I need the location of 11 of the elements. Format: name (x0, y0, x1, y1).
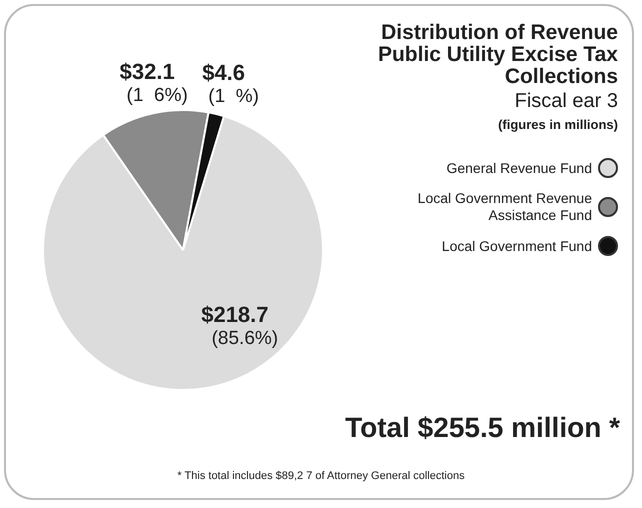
data-label: $32.1 (1 6%) (120, 59, 188, 106)
legend-label: Local Government Fund (440, 238, 592, 254)
chart-title: Distribution of Revenue Public Utility Excise Tax Collections (376, 21, 618, 88)
text: Fiscal ear 3 (514, 90, 618, 113)
text: (figures in millions) (497, 117, 618, 132)
text: * This total includes $89,2 7 of Attorney General collections (176, 470, 466, 482)
data-label: $218.7 (85.6%) (201, 302, 278, 350)
legend-label: Local Government Revenue Assistance Fund (416, 190, 592, 224)
text: Total $255.5 million * (345, 412, 620, 444)
data-label: $4.6 (1 %) (202, 60, 259, 108)
legend-label: General Revenue Fund (445, 160, 592, 176)
